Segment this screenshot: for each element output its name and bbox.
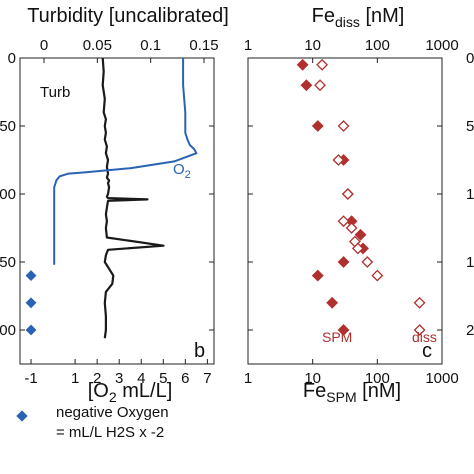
fe-diss-point <box>337 215 350 228</box>
panel-c-top-tick-label: 1000 <box>425 37 458 54</box>
panel-b-top-tick-label: 0.1 <box>140 37 161 54</box>
legend-line-2: = mL/L H2S x -2 <box>56 424 165 441</box>
panel-c-letter: c <box>422 340 432 362</box>
turbidity-series-line <box>101 57 165 339</box>
panel-c-y-tick-label: 0 <box>466 50 474 67</box>
panel-b-y-tick-label: 100 <box>0 186 16 203</box>
panel-b-bottom-tick-label: 7 <box>203 370 211 387</box>
panel-c-series <box>296 58 426 336</box>
fe-diss-point <box>341 188 354 200</box>
oxygen-series-line <box>53 58 198 265</box>
fe-spm-point <box>311 269 324 282</box>
diss-label: diss <box>412 329 437 345</box>
panel-c-y-axis: 0 50 100 150 200 <box>248 50 474 339</box>
panel-c-frame <box>247 57 443 365</box>
panel-b-letter: b <box>194 340 205 362</box>
panel-c-top-tick-label: 1 <box>244 37 252 54</box>
fe-diss-point <box>337 120 350 132</box>
panel-b-frame <box>19 57 215 365</box>
panel-c-bottom-tick-label: 1000 <box>425 370 458 387</box>
panel-b-top-tick-label: 0.05 <box>83 37 112 54</box>
fe-spm-point <box>337 256 350 268</box>
panel-b-top-tick-label: 0.15 <box>189 37 218 54</box>
panel-b-y-tick-label: 150 <box>0 254 16 271</box>
o2-label: O2 <box>173 161 191 181</box>
panel-b-bottom-tick-label: 4 <box>137 370 145 387</box>
negative-oxygen-point <box>25 324 37 336</box>
panel-b-top-tick-label: 0 <box>40 37 48 54</box>
panel-b-bottom-tick-label: 3 <box>115 370 123 387</box>
legend: negative Oxygen = mL/L H2S x -2 <box>6 402 266 472</box>
panel-c-bottom-axis: 1 10 100 1000 <box>244 359 459 387</box>
panel-c-top-tick-label: 100 <box>365 37 390 54</box>
negative-oxygen-point <box>25 297 37 309</box>
panel-c-bottom-title: FeSPM [nM] <box>303 380 401 405</box>
panel-b-bottom-tick-label: 1 <box>71 370 79 387</box>
spm-label: SPM <box>322 329 352 345</box>
fe-diss-point <box>413 296 426 309</box>
legend-line-1: negative Oxygen <box>56 404 169 421</box>
fe-diss-point <box>316 58 329 71</box>
panel-b-y-axis: 0 50 100 150 200 <box>0 50 214 339</box>
panel-c-bottom-tick-label: 10 <box>304 370 321 387</box>
fe-diss-point <box>351 242 364 255</box>
diamond-marker-icon <box>16 410 28 422</box>
panel-c-bottom-tick-label: 100 <box>365 370 390 387</box>
fe-spm-point <box>326 296 339 309</box>
panel-b-bottom-title: [O2 mL/L] <box>88 380 173 405</box>
fe-spm-point <box>300 79 313 92</box>
panel-b-bottom-axis: -1 1 2 3 4 5 6 7 <box>24 359 212 387</box>
panel-b-top-title: Turbidity [uncalibrated] <box>27 5 229 27</box>
turb-label: Turb <box>40 84 70 101</box>
panel-b-bottom-tick-label: 5 <box>159 370 167 387</box>
panel-b-bottom-tick-label: -1 <box>24 370 37 387</box>
fe-diss-point <box>413 324 426 336</box>
fe-spm-point <box>337 324 350 336</box>
panel-c-top-tick-label: 10 <box>304 37 321 54</box>
fe-diss-point <box>314 79 326 92</box>
fe-diss-point <box>371 269 384 282</box>
panel-c-top-title: Fediss [nM] <box>312 5 405 30</box>
panel-c-top-axis: 1 10 100 1000 <box>244 37 459 63</box>
fe-diss-point <box>345 222 358 234</box>
panel-b-top-axis: 0 0.05 0.1 0.15 <box>40 37 219 63</box>
panel-c-y-tick-label: 100 <box>466 186 474 203</box>
panel-b-y-tick-label: 200 <box>0 322 16 339</box>
panel-c: Fediss [nM] 1 10 100 1000 1 10 100 1000 0 50 100… <box>244 5 474 405</box>
fe-spm-point <box>311 120 324 132</box>
panel-b-y-tick-label: 50 <box>0 118 16 135</box>
panel-c-bottom-tick-label: 1 <box>244 370 252 387</box>
fe-diss-point <box>361 256 374 268</box>
panel-b-bottom-tick-label: 6 <box>181 370 189 387</box>
panel-b-bottom-tick-label: 2 <box>93 370 101 387</box>
panel-c-y-tick-label: 150 <box>466 254 474 271</box>
panel-c-y-tick-label: 50 <box>466 118 474 135</box>
fe-spm-point <box>354 228 367 241</box>
fe-spm-point <box>296 58 309 71</box>
negative-oxygen-point <box>25 270 37 282</box>
panel-c-y-tick-label: 200 <box>466 322 474 339</box>
panel-b-series <box>25 57 198 339</box>
panel-b-y-tick-label: 0 <box>8 50 16 67</box>
fe-diss-point <box>332 154 345 166</box>
panel-b: Turbidity [uncalibrated] 0 0.05 0.1 0.15 -1… <box>0 5 229 405</box>
